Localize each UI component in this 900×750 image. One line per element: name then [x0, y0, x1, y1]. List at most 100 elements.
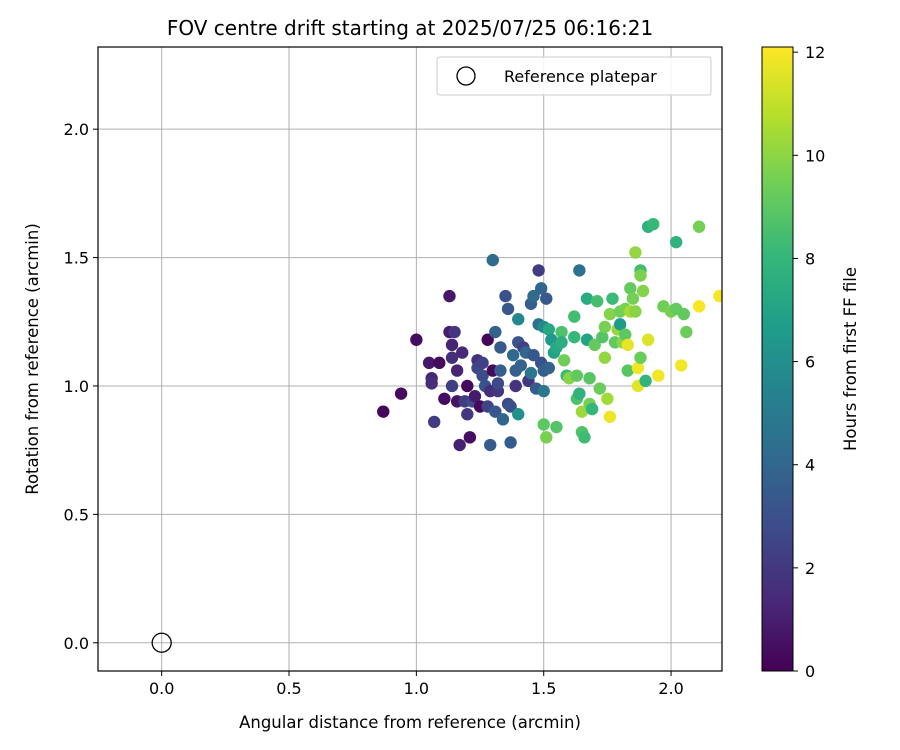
legend-entry-label: Reference platepar — [504, 67, 657, 86]
data-point — [641, 333, 655, 346]
data-point — [448, 325, 461, 339]
colorbar-tick-label: 0 — [805, 662, 815, 681]
data-point — [512, 312, 525, 326]
data-point — [603, 307, 617, 321]
data-point — [537, 384, 550, 398]
y-axis-ticks: 0.0 0.5 1.0 1.5 2.0 — [64, 120, 98, 653]
data-point — [636, 284, 650, 298]
data-point — [445, 379, 459, 393]
data-point — [524, 366, 538, 380]
colorbar-tick-label: 8 — [805, 249, 815, 268]
data-point — [570, 369, 584, 382]
data-point — [496, 413, 510, 426]
colorbar: 0 2 4 6 8 10 12 Hours from first FF file — [761, 43, 860, 681]
plot-frame — [97, 46, 723, 672]
data-point — [603, 410, 617, 423]
data-point — [484, 438, 497, 452]
data-point — [692, 300, 706, 313]
data-point — [580, 292, 594, 305]
data-point — [619, 328, 632, 341]
data-point — [573, 264, 586, 277]
data-point — [501, 302, 515, 316]
data-point — [534, 282, 548, 295]
data-point — [591, 295, 604, 308]
colorbar-tick-label: 4 — [805, 456, 815, 475]
data-point — [445, 351, 459, 364]
data-point — [652, 369, 665, 382]
data-point — [624, 282, 637, 295]
data-point — [550, 420, 563, 434]
data-point — [568, 330, 581, 344]
data-point — [445, 338, 459, 352]
data-point — [557, 354, 571, 367]
data-point — [456, 346, 469, 359]
data-points — [377, 217, 722, 452]
data-point — [613, 318, 627, 331]
data-point — [568, 310, 581, 323]
data-point — [450, 364, 464, 377]
colorbar-tick-label: 2 — [805, 559, 815, 578]
data-point — [453, 438, 466, 452]
data-point — [675, 359, 688, 372]
legend-marker-icon — [456, 66, 476, 86]
data-point — [377, 405, 390, 418]
data-point — [593, 382, 606, 395]
x-tick-label: 1.5 — [531, 679, 556, 698]
plot-area — [98, 47, 722, 671]
data-point — [461, 379, 474, 393]
data-point — [506, 348, 520, 362]
x-tick-label: 2.0 — [658, 679, 683, 698]
reference-marker-group — [151, 632, 172, 653]
data-point — [606, 292, 619, 305]
data-point — [542, 361, 556, 375]
data-point — [486, 253, 499, 267]
x-tick-label: 0.0 — [149, 679, 174, 698]
data-point — [639, 374, 652, 388]
data-point — [692, 220, 706, 233]
legend-box — [436, 56, 712, 96]
y-tick-label: 0.5 — [64, 505, 89, 524]
colorbar-tick-label: 12 — [805, 43, 825, 62]
data-point — [621, 338, 634, 352]
x-axis-ticks: 0.0 0.5 1.0 1.5 2.0 — [149, 671, 684, 698]
reference-point — [151, 632, 172, 653]
data-point — [499, 289, 512, 303]
data-point — [512, 408, 525, 421]
colorbar-tick-label: 10 — [805, 146, 825, 165]
data-point — [601, 392, 614, 406]
data-point — [669, 235, 683, 249]
data-point — [598, 351, 612, 364]
colorbar-tick-label: 6 — [805, 353, 815, 372]
y-tick-label: 0.0 — [64, 634, 89, 653]
gridlines — [98, 47, 722, 671]
data-point — [427, 415, 441, 429]
data-point — [540, 431, 553, 444]
data-point — [494, 341, 507, 354]
data-point — [504, 400, 517, 413]
y-tick-label: 1.5 — [64, 249, 89, 268]
x-axis-label: Angular distance from reference (arcmin) — [239, 713, 581, 732]
data-point — [596, 330, 609, 344]
data-point — [629, 246, 642, 259]
data-point — [410, 333, 423, 346]
data-point — [504, 436, 517, 449]
data-point — [634, 351, 647, 364]
data-point — [527, 348, 540, 362]
data-point — [631, 361, 645, 375]
data-point — [476, 356, 489, 370]
data-point — [514, 359, 527, 372]
data-point — [527, 289, 540, 303]
data-point — [425, 377, 438, 390]
data-point — [438, 392, 451, 406]
data-point — [542, 323, 556, 336]
x-tick-label: 0.5 — [276, 679, 301, 698]
data-point — [443, 289, 456, 303]
data-point — [647, 217, 660, 231]
data-point — [468, 390, 482, 403]
data-point — [494, 364, 507, 377]
data-point — [555, 336, 568, 349]
data-point — [598, 320, 612, 334]
data-point — [626, 292, 640, 305]
data-point — [583, 372, 596, 385]
data-point — [433, 356, 446, 370]
